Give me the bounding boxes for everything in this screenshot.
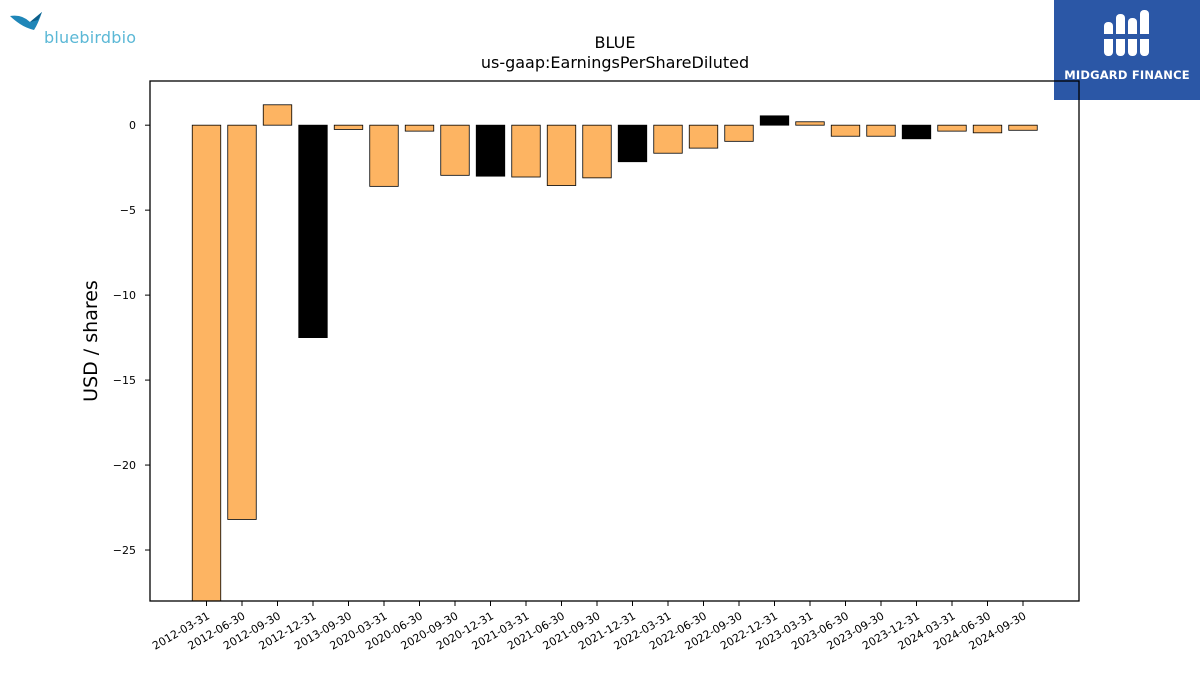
bar-2021-09-30: [582, 124, 612, 179]
y-tick-label: 0: [129, 119, 136, 132]
bird-icon: [10, 12, 42, 30]
bluebirdbio-wordmark: bluebirdbio: [44, 28, 137, 47]
midgard-finance-text: MIDGARD FINANCE: [1064, 68, 1190, 82]
bar-2022-06-30: [688, 124, 719, 149]
bar-2023-12-31: [901, 124, 932, 140]
bar-2024-03-31: [937, 124, 967, 132]
chart-title: BLUE: [595, 33, 636, 52]
bar-2024-09-30: [1008, 124, 1038, 131]
y-tick-label: −25: [113, 544, 136, 557]
bar-2023-09-30: [866, 124, 896, 137]
bluebirdbio-logo: bluebirdbio: [8, 8, 158, 52]
bar-2022-12-31: [759, 115, 790, 126]
bar-2021-06-30: [546, 124, 577, 186]
bar-2022-09-30: [724, 124, 754, 142]
bars-group: [191, 104, 1038, 602]
bar-2021-12-31: [617, 124, 648, 163]
bar-2012-12-31: [298, 124, 328, 339]
midgard-finance-logo: MIDGARD FINANCE: [1054, 0, 1200, 100]
bar-2012-03-31: [191, 124, 222, 602]
y-axis-label: USD / shares: [80, 280, 102, 402]
bar-2023-06-30: [830, 124, 861, 137]
plot-frame: [149, 80, 1080, 602]
chart-subtitle: us-gaap:EarningsPerShareDiluted: [481, 53, 749, 72]
x-axis: 2012-03-312012-06-302012-09-302012-12-31…: [150, 601, 1029, 653]
bar-2020-12-31: [475, 124, 506, 177]
bar-2012-06-30: [227, 124, 257, 520]
y-tick-label: −15: [113, 374, 136, 387]
bar-2024-06-30: [972, 124, 1003, 134]
y-axis: 0 −5 −10 −15 −20 −25: [113, 119, 150, 557]
bar-2012-09-30: [262, 104, 293, 126]
bar-2023-03-31: [795, 121, 825, 126]
bar-2020-06-30: [404, 124, 435, 132]
y-tick-label: −5: [120, 204, 136, 217]
bar-2013-09-30: [333, 124, 364, 130]
midgard-emblem-icon: [1104, 10, 1149, 56]
y-tick-label: −10: [113, 289, 136, 302]
bar-2020-03-31: [369, 124, 399, 187]
bar-2021-03-31: [511, 124, 541, 178]
bar-2022-03-31: [653, 124, 683, 154]
y-tick-label: −20: [113, 459, 136, 472]
bar-2020-09-30: [440, 124, 470, 176]
